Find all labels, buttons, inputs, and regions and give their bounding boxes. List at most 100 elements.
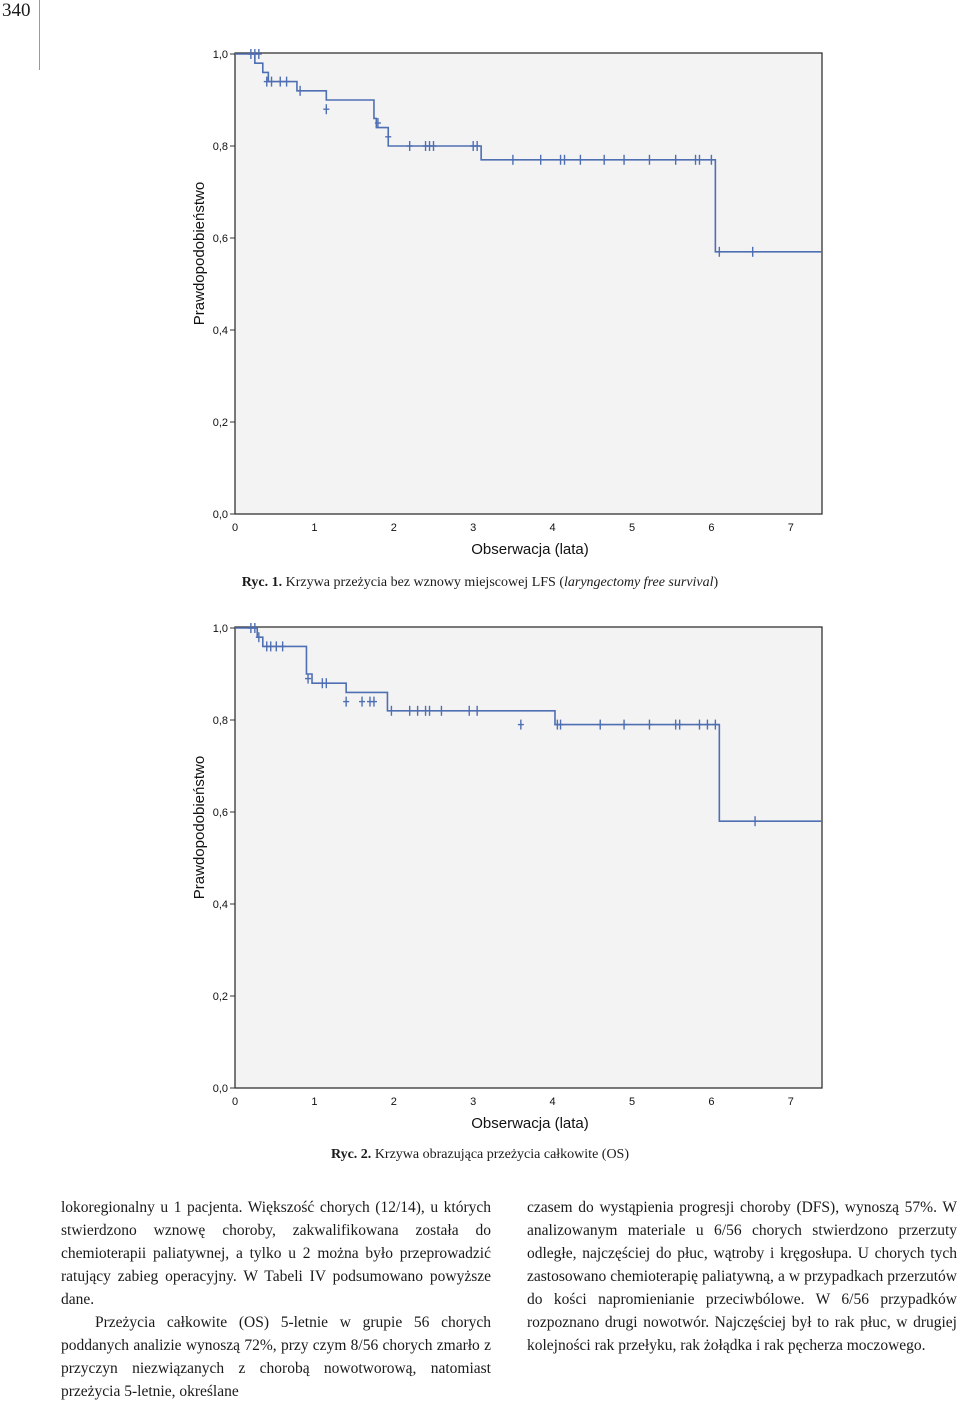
censor-mark xyxy=(268,76,275,87)
censor-mark xyxy=(577,154,584,165)
censor-mark xyxy=(474,705,481,716)
figure-1-italic: laryngectomy free survival xyxy=(563,575,714,590)
page-number: 340 xyxy=(2,0,31,21)
censor-mark xyxy=(557,719,564,730)
x-tick-label: 5 xyxy=(629,522,635,534)
censor-mark xyxy=(323,678,330,689)
censor-mark xyxy=(414,705,421,716)
figure-1-text: Krzywa przeżycia bez wznowy miejscowej L… xyxy=(282,575,564,590)
censor-mark xyxy=(305,673,312,684)
censor-mark xyxy=(466,705,473,716)
censor-mark xyxy=(297,85,304,96)
text-column-left: lokoregionalny u 1 pacjenta. Większość c… xyxy=(61,1196,491,1403)
censor-mark xyxy=(251,623,258,633)
censor-mark xyxy=(474,141,481,151)
figure-1-end: ) xyxy=(713,575,719,590)
censor-mark xyxy=(255,632,262,643)
censor-mark xyxy=(267,641,274,652)
censor-mark xyxy=(430,141,437,151)
y-tick-label: 0,0 xyxy=(213,509,228,521)
paragraph: Przeżycia całkowite (OS) 5-letnie w grup… xyxy=(61,1314,491,1400)
censor-mark xyxy=(749,246,756,257)
censor-mark xyxy=(406,141,413,151)
censor-mark xyxy=(517,719,524,730)
plot-area xyxy=(234,52,823,515)
y-tick-label: 1,0 xyxy=(213,623,228,635)
x-tick-label: 6 xyxy=(708,522,714,534)
plot-area xyxy=(234,626,823,1089)
page-rule xyxy=(39,0,40,70)
x-axis-title: Obserwacja (lata) xyxy=(471,1115,589,1132)
censor-mark xyxy=(370,696,377,707)
y-tick-label: 0,6 xyxy=(213,807,228,819)
censor-mark xyxy=(676,719,683,730)
censor-mark xyxy=(621,154,628,165)
censor-mark xyxy=(601,154,608,165)
censor-mark xyxy=(323,104,330,115)
figure-1-label: Ryc. 1. xyxy=(241,575,283,590)
censor-mark xyxy=(646,154,653,165)
y-tick-label: 0,2 xyxy=(213,417,228,429)
censor-mark xyxy=(716,246,723,257)
x-axis-title: Obserwacja (lata) xyxy=(471,541,589,558)
x-tick-label: 3 xyxy=(470,1096,476,1108)
y-tick-label: 0,0 xyxy=(213,1083,228,1095)
censor-mark xyxy=(752,816,759,827)
y-tick-label: 0,4 xyxy=(213,899,228,911)
censor-mark xyxy=(438,705,445,716)
censor-mark xyxy=(712,719,719,730)
x-tick-label: 1 xyxy=(311,1096,317,1108)
y-tick-label: 0,8 xyxy=(213,141,228,153)
censor-mark xyxy=(255,49,262,59)
censor-mark xyxy=(646,719,653,730)
figure-2: 0,0 0,2 0,4 0,6 0,8 1,0 0 1 2 3 4 5 6 7 Prawdopodobień… xyxy=(0,614,960,1144)
figure-1: 0,0 0,2 0,4 0,6 0,8 1,0 0 1 2 3 4 5 6 7 Prawdopodobień… xyxy=(0,40,960,570)
censor-mark xyxy=(509,154,516,165)
censor-mark xyxy=(406,705,413,716)
chart-os: 0,0 0,2 0,4 0,6 0,8 1,0 0 1 2 3 4 5 6 7 Prawdopodobień… xyxy=(191,623,823,1132)
chart-lfs: 0,0 0,2 0,4 0,6 0,8 1,0 0 1 2 3 4 5 6 7 Prawdopodobień… xyxy=(191,49,823,558)
text-column-right: czasem do wystąpienia progresji choroby … xyxy=(527,1196,957,1357)
censor-mark xyxy=(283,76,290,87)
x-tick-label: 0 xyxy=(232,522,238,534)
x-tick-label: 6 xyxy=(708,1096,714,1108)
censor-mark xyxy=(343,696,350,707)
x-tick-label: 4 xyxy=(550,1096,556,1108)
x-tick-label: 2 xyxy=(391,1096,397,1108)
survival-step-line xyxy=(235,627,822,822)
y-axis-title: Prawdopodobieństwo xyxy=(191,756,208,899)
y-tick-label: 0,4 xyxy=(213,325,228,337)
paragraph: czasem do wystąpienia progresji choroby … xyxy=(527,1199,957,1354)
censor-mark xyxy=(696,154,703,165)
censor-mark xyxy=(374,118,381,128)
y-tick-label: 0,2 xyxy=(213,991,228,1003)
censor-mark xyxy=(279,641,286,652)
censor-mark xyxy=(696,719,703,730)
censor-mark xyxy=(359,696,366,707)
censor-mark xyxy=(273,641,280,652)
censor-mark xyxy=(426,705,433,716)
y-tick-label: 0,8 xyxy=(213,715,228,727)
censor-mark xyxy=(597,719,604,730)
censor-mark xyxy=(621,719,628,730)
y-axis-title: Prawdopodobieństwo xyxy=(191,182,208,325)
figure-2-text: Krzywa obrazująca przeżycia całkowite (O… xyxy=(371,1147,630,1162)
censor-mark xyxy=(561,154,568,165)
paragraph: lokoregionalny u 1 pacjenta. Większość c… xyxy=(61,1199,491,1308)
censor-mark xyxy=(277,76,284,87)
censor-mark xyxy=(388,705,395,716)
y-tick-label: 1,0 xyxy=(213,49,228,61)
x-tick-label: 7 xyxy=(788,522,794,534)
x-tick-label: 0 xyxy=(232,1096,238,1108)
censor-mark xyxy=(704,719,711,730)
x-tick-label: 1 xyxy=(311,522,317,534)
x-tick-label: 7 xyxy=(788,1096,794,1108)
x-tick-label: 2 xyxy=(391,522,397,534)
figure-1-caption: Ryc. 1. Krzywa przeżycia bez wznowy miej… xyxy=(0,575,960,591)
censor-mark xyxy=(672,154,679,165)
censor-mark xyxy=(537,154,544,165)
figure-2-caption: Ryc. 2. Krzywa obrazująca przeżycia całk… xyxy=(0,1147,960,1163)
censor-mark xyxy=(708,154,715,165)
figure-2-label: Ryc. 2. xyxy=(330,1147,372,1162)
x-tick-label: 3 xyxy=(470,522,476,534)
